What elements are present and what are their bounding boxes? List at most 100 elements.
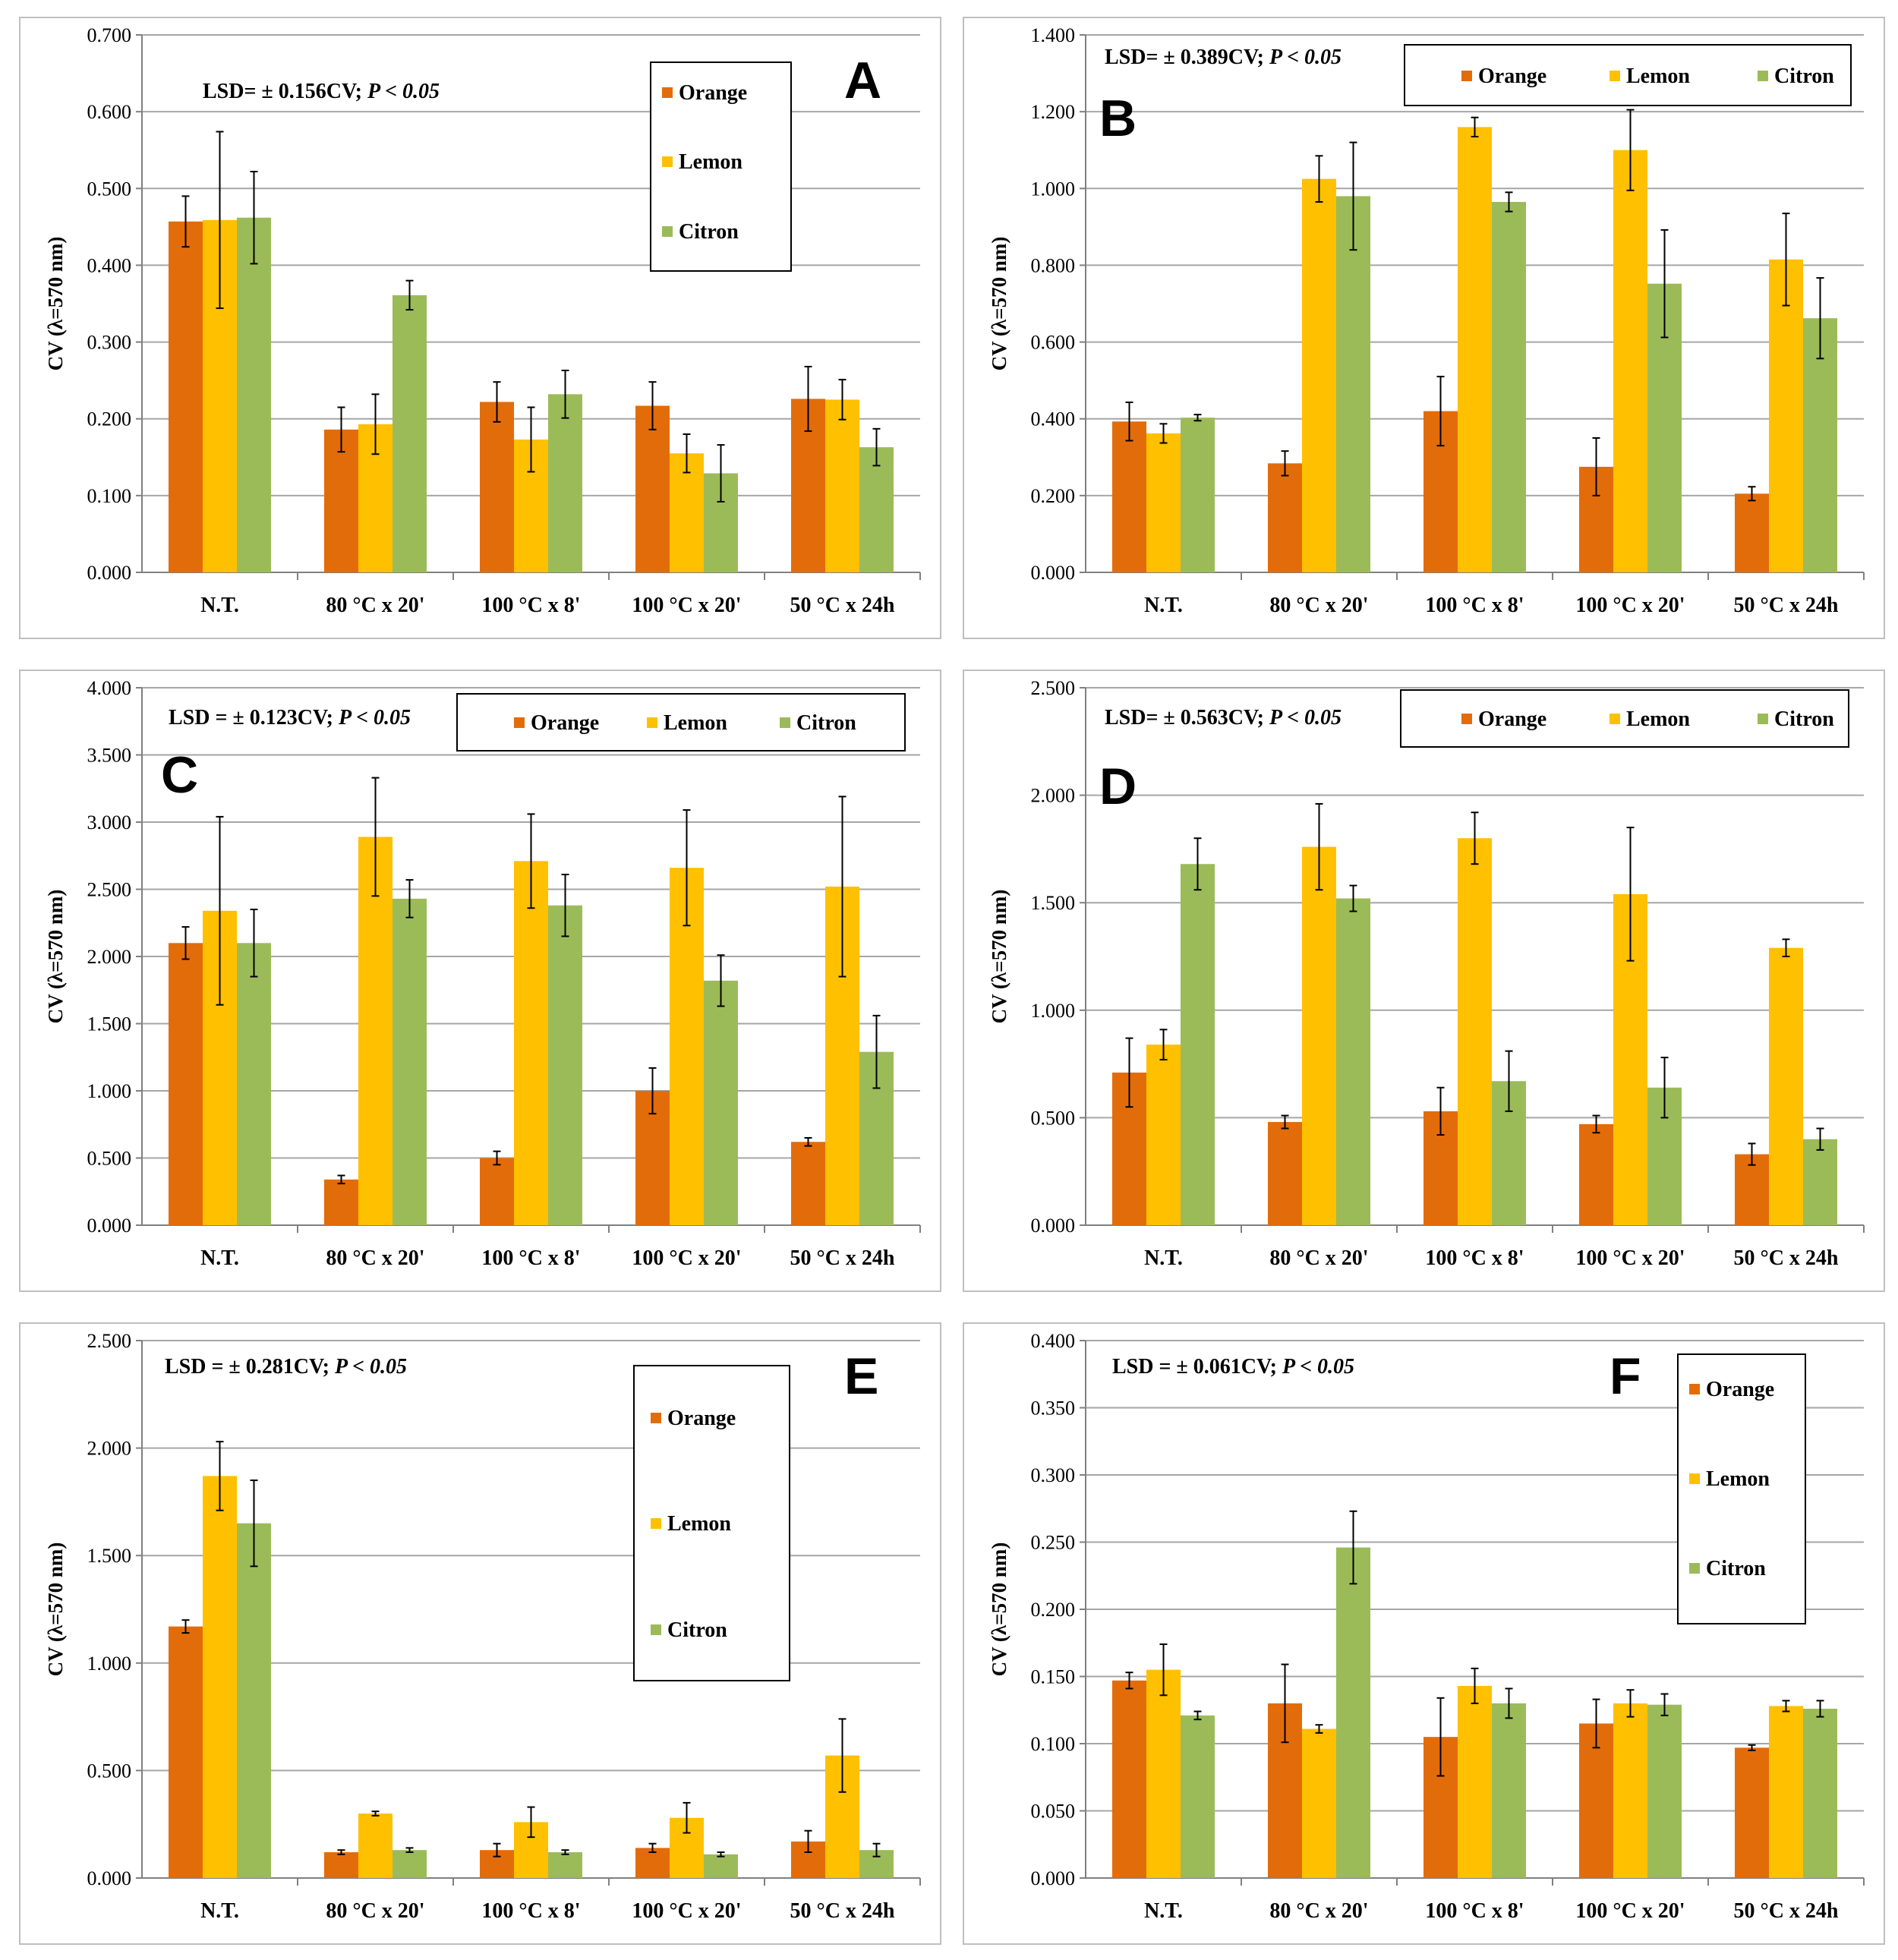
chart-panel-b: 0.000 0.200 0.400 0.600 0.800 1.000 1.200 1.400… xyxy=(963,17,1885,639)
y-tick-label: 0.250 xyxy=(1031,1532,1076,1554)
y-tick-label: 1.000 xyxy=(87,1653,132,1675)
legend-label-citron: Citron xyxy=(1706,1557,1766,1580)
x-category-label: 100 °C x 8' xyxy=(481,1246,580,1270)
chart-c-svg: 0.000 0.500 1.000 1.500 2.000 2.500 3.000 3.500… xyxy=(44,677,921,1270)
legend-box xyxy=(1400,689,1849,748)
legend-swatch-orange xyxy=(1689,1384,1700,1394)
legend-label-lemon: Lemon xyxy=(1626,65,1690,88)
legend-label-orange: Orange xyxy=(667,1407,736,1430)
bar-citron xyxy=(237,943,271,1225)
y-tick-label: 0.200 xyxy=(87,408,132,430)
bar-lemon xyxy=(670,868,704,1225)
y-tick-label: 1.500 xyxy=(87,1013,132,1035)
y-tick-label: 0.500 xyxy=(87,1760,132,1782)
legend-swatch-orange xyxy=(662,87,673,98)
legend-swatch-orange xyxy=(651,1413,661,1423)
p-value: P < 0.05 xyxy=(334,1355,407,1379)
x-category-label: 80 °C x 20' xyxy=(1269,1246,1368,1270)
chart-panel-a: 0.000 0.100 0.200 0.300 0.400 0.500 0.600 0.700… xyxy=(19,17,941,639)
bar-lemon xyxy=(1146,1669,1181,1878)
bar-lemon xyxy=(1769,259,1803,572)
bar-citron xyxy=(1492,201,1526,572)
legend-label-lemon: Lemon xyxy=(667,1512,731,1536)
y-tick-label: 0.000 xyxy=(87,1867,132,1889)
bar-citron xyxy=(237,217,271,572)
x-category-label: 100 °C x 8' xyxy=(481,1899,580,1923)
x-category-label: N.T. xyxy=(1144,1899,1183,1923)
x-category-label: 80 °C x 20' xyxy=(1269,1899,1368,1923)
y-tick-label: 0.400 xyxy=(1031,408,1076,430)
y-tick-label: 3.500 xyxy=(87,745,132,767)
y-tick-label: 4.000 xyxy=(87,677,132,699)
x-category-label: 100 °C x 8' xyxy=(481,594,580,617)
y-axis-label: CV (λ=570 nm) xyxy=(44,1542,67,1677)
bar-lemon xyxy=(1302,1728,1336,1878)
bar-citron xyxy=(704,1854,738,1878)
chart-panel-c: 0.000 0.500 1.000 1.500 2.000 2.500 3.000 3.500… xyxy=(19,670,941,1292)
legend-swatch-lemon xyxy=(662,156,673,167)
y-axis-label: CV (λ=570 nm) xyxy=(988,1542,1010,1677)
bar-orange xyxy=(169,221,203,572)
lsd-value: LSD = ± 0.061CV; xyxy=(1112,1355,1282,1379)
y-tick-label: 2.000 xyxy=(87,946,132,968)
legend-swatch-orange xyxy=(514,717,525,728)
y-tick-label: 1.000 xyxy=(1031,1000,1076,1022)
y-tick-label: 2.500 xyxy=(87,879,132,901)
legend-box xyxy=(456,693,906,752)
bar-citron xyxy=(1336,898,1370,1225)
legend-label-orange: Orange xyxy=(531,711,599,735)
legend-swatch-citron xyxy=(651,1624,661,1635)
legend-swatch-citron xyxy=(1758,71,1768,81)
bar-citron xyxy=(1492,1703,1526,1878)
p-value: P < 0.05 xyxy=(1269,706,1342,729)
bar-citron xyxy=(1181,418,1215,572)
panel-letter: E xyxy=(844,1347,878,1405)
y-tick-label: 1.500 xyxy=(1031,892,1076,914)
legend-box xyxy=(650,61,792,272)
y-tick-label: 0.050 xyxy=(1031,1801,1076,1823)
y-tick-label: 2.500 xyxy=(87,1330,132,1352)
legend-label-citron: Citron xyxy=(1774,707,1834,731)
bar-citron xyxy=(393,1850,427,1878)
bar-lemon xyxy=(358,1813,393,1878)
legend-label-citron: Citron xyxy=(796,711,856,735)
bar-lemon xyxy=(1613,150,1647,572)
y-tick-label: 0.150 xyxy=(1031,1666,1076,1688)
x-category-label: 100 °C x 20' xyxy=(632,1899,741,1923)
lsd-annotation: LSD = ± 0.281CV; P < 0.05 xyxy=(165,1355,407,1379)
x-category-label: 80 °C x 20' xyxy=(326,1246,424,1270)
bar-citron xyxy=(393,898,427,1225)
bar-orange xyxy=(791,1142,825,1225)
legend-swatch-orange xyxy=(1461,714,1472,724)
y-tick-label: 0.200 xyxy=(1031,485,1076,507)
x-category-label: 50 °C x 24h xyxy=(1734,1246,1839,1270)
legend-label-citron: Citron xyxy=(1774,65,1834,88)
x-category-label: 50 °C x 24h xyxy=(790,1899,895,1923)
legend-label-orange: Orange xyxy=(1478,65,1546,88)
x-category-label: 100 °C x 20' xyxy=(1575,1899,1685,1923)
y-tick-label: 1.500 xyxy=(87,1545,132,1567)
x-category-label: 50 °C x 24h xyxy=(1734,594,1839,617)
x-category-label: 100 °C x 20' xyxy=(1575,594,1685,617)
legend-label-orange: Orange xyxy=(1706,1378,1774,1401)
chart-a-svg: 0.000 0.100 0.200 0.300 0.400 0.500 0.600 0.700… xyxy=(44,24,921,617)
y-tick-label: 0.300 xyxy=(87,332,132,354)
panel-letter: A xyxy=(844,52,881,109)
bar-orange xyxy=(1735,493,1769,572)
x-category-label: N.T. xyxy=(1144,594,1183,617)
chart-panel-e: 0.000 0.500 1.000 1.500 2.000 2.500 CV (λ=570 … xyxy=(19,1322,941,1945)
y-axis-label: CV (λ=570 nm) xyxy=(44,890,67,1024)
x-category-label: N.T. xyxy=(200,1899,239,1923)
legend-box xyxy=(1404,44,1852,106)
chart-e-svg: 0.000 0.500 1.000 1.500 2.000 2.500 CV (λ=570 … xyxy=(44,1330,921,1923)
y-tick-label: 0.800 xyxy=(1031,254,1076,276)
legend-swatch-orange xyxy=(1461,71,1472,81)
lsd-value: LSD = ± 0.281CV; xyxy=(165,1355,335,1379)
y-tick-label: 0.300 xyxy=(1031,1464,1076,1486)
x-category-label: 50 °C x 24h xyxy=(790,1246,895,1270)
y-tick-label: 0.400 xyxy=(1031,1330,1076,1352)
bar-citron xyxy=(1647,1704,1682,1878)
y-tick-label: 2.500 xyxy=(1031,677,1076,699)
legend-box xyxy=(1677,1353,1806,1624)
x-category-label: 100 °C x 20' xyxy=(1575,1246,1685,1270)
